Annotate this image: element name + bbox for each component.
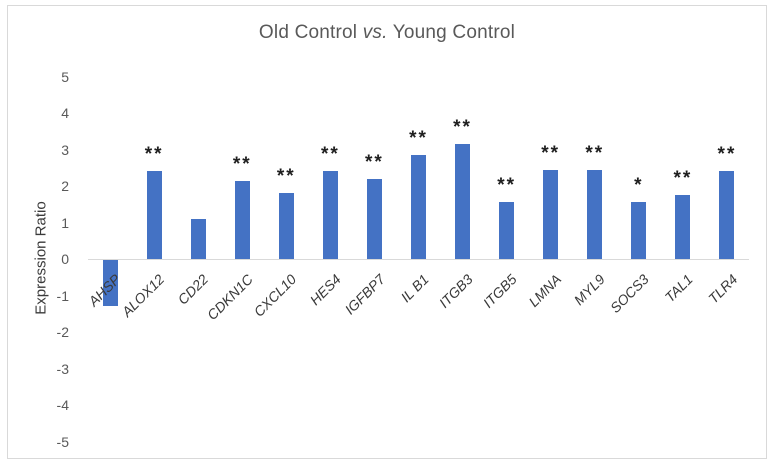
- bar-itgb3: [455, 144, 471, 259]
- x-axis-category-label: ALOX12: [118, 271, 168, 320]
- significance-marker: **: [673, 168, 693, 190]
- y-axis-tick-label: 1: [61, 214, 69, 231]
- chart-title: Old Control vs. Young Control: [8, 22, 766, 44]
- significance-marker: **: [497, 175, 517, 197]
- x-axis-category-label: IGFBP7: [341, 271, 388, 318]
- bar-lmna: [543, 169, 559, 259]
- y-axis-tick-label: 2: [61, 178, 69, 194]
- significance-marker: **: [320, 144, 340, 166]
- significance-marker: **: [276, 166, 296, 188]
- x-axis-category-label: CXCL10: [250, 271, 300, 320]
- significance-marker: **: [144, 144, 164, 166]
- x-axis-category-label: HES4: [306, 271, 344, 309]
- bar-cd22: [190, 218, 206, 259]
- x-axis-category-label: TLR4: [704, 271, 741, 307]
- x-axis-line: [88, 259, 749, 260]
- y-axis-tick-label: -4: [56, 397, 69, 413]
- chart-frame: Old Control vs. Young Control Expression…: [7, 5, 767, 459]
- chart-title-prefix: Old Control: [258, 22, 363, 43]
- y-axis-tick-label: -3: [56, 360, 69, 377]
- bar-itgb5: [499, 202, 515, 259]
- bar-igfbp7: [366, 178, 382, 259]
- significance-marker: **: [585, 142, 605, 164]
- x-axis-category-label: TAL1: [661, 271, 697, 306]
- x-axis-category-label: CD22: [174, 271, 212, 308]
- x-axis-category-label: IL B1: [397, 271, 432, 306]
- x-axis-category-label: SOCS3: [607, 271, 653, 316]
- bar-myl9: [587, 169, 603, 259]
- y-axis-tick-label: 3: [61, 141, 69, 158]
- significance-marker: **: [453, 117, 472, 139]
- y-axis-tick-label: -1: [56, 287, 69, 304]
- significance-marker: **: [541, 142, 561, 164]
- y-axis-tick-label: -2: [56, 324, 69, 340]
- y-axis-tick-label: 0: [61, 251, 69, 267]
- significance-marker: *: [634, 175, 644, 197]
- chart-title-suffix: Young Control: [387, 22, 516, 43]
- significance-marker: **: [232, 153, 252, 175]
- x-axis-category-label: LMNA: [525, 271, 565, 310]
- bar-socs3: [631, 202, 647, 259]
- chart-title-italic: vs.: [362, 22, 388, 43]
- y-axis-tick-label: 4: [61, 105, 69, 121]
- bar-alox12: [146, 171, 162, 259]
- significance-marker: **: [409, 127, 428, 149]
- bar-il-b1: [411, 154, 426, 259]
- bar-tlr4: [719, 171, 735, 259]
- y-axis-tick-label: -5: [56, 433, 69, 450]
- significance-marker: **: [365, 151, 384, 173]
- bar-tal1: [675, 195, 691, 259]
- x-axis-category-label: ITGB5: [480, 271, 520, 311]
- bar-cdkn1c: [234, 180, 250, 259]
- x-axis-category-label: CDKN1C: [203, 271, 256, 324]
- x-axis-category-label: MYL9: [570, 271, 609, 309]
- y-axis-tick-label: 5: [61, 68, 69, 85]
- significance-marker: **: [717, 144, 737, 166]
- bar-hes4: [322, 171, 338, 259]
- bar-cxcl10: [278, 193, 294, 259]
- bar-ahsp: [102, 260, 118, 306]
- x-axis-category-label: ITGB3: [435, 271, 476, 311]
